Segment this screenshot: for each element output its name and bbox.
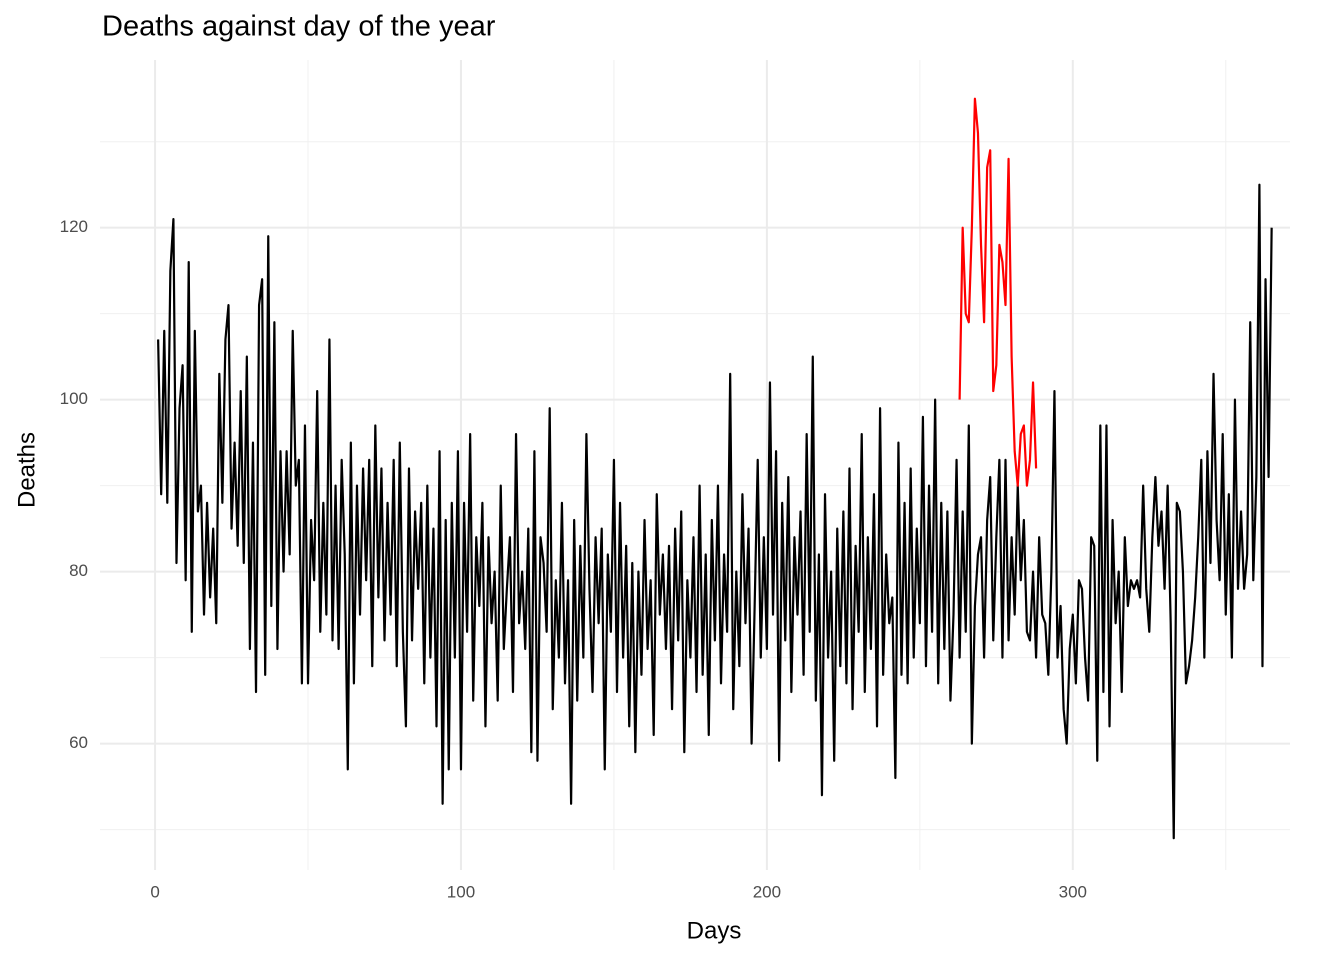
x-tick-label: 300	[1059, 882, 1087, 901]
x-tick-label: 100	[447, 882, 475, 901]
data-line	[958, 97, 1038, 487]
data-line	[157, 183, 1273, 840]
chart-title: Deaths against day of the year	[102, 11, 496, 43]
x-tick-label: 0	[150, 882, 159, 901]
y-tick-label: 100	[60, 389, 88, 408]
y-tick-label: 60	[69, 733, 88, 752]
x-tick-label: 200	[753, 882, 781, 901]
x-axis-label: Days	[687, 917, 742, 944]
y-tick-label: 80	[69, 561, 88, 580]
y-tick-label: 120	[60, 217, 88, 236]
y-axis-label: Deaths	[13, 432, 40, 508]
